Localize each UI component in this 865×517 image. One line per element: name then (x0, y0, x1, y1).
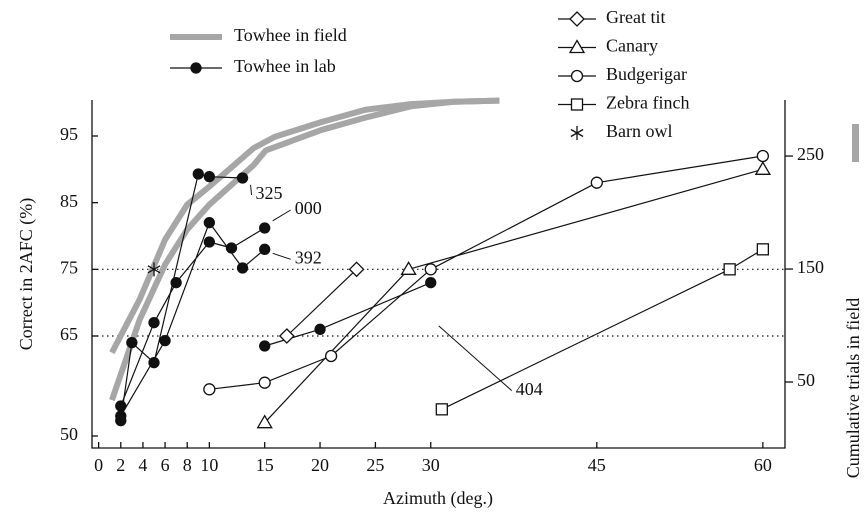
legend-label: Canary (606, 36, 658, 56)
species-point (754, 161, 771, 175)
lab-point (170, 277, 182, 289)
lab-point (203, 217, 215, 229)
species-point (203, 383, 216, 396)
lab-point (148, 317, 160, 329)
x-tick-label: 60 (754, 455, 772, 475)
legend-label: Barn owl (606, 121, 673, 141)
species-point (424, 263, 437, 276)
legend-label: Great tit (606, 7, 665, 27)
lab-line (120, 227, 266, 407)
species-point (435, 403, 448, 416)
species-point (348, 261, 365, 278)
y2-label-swatch (852, 124, 859, 162)
lab-point (236, 262, 249, 274)
y2-tick-label: 150 (797, 257, 824, 277)
species-line (441, 248, 764, 410)
y-tick-label: 50 (60, 424, 78, 444)
x-tick-label: 20 (311, 455, 329, 475)
legend-marker (570, 126, 584, 140)
axis-frame (91, 100, 786, 449)
species-point (278, 328, 295, 344)
x-tick-label: 6 (161, 455, 170, 475)
legend-marker (570, 69, 584, 83)
x-tick-label: 4 (138, 455, 147, 475)
species-line (209, 155, 763, 390)
lab-point (425, 277, 437, 289)
lab-point (259, 243, 271, 255)
legend-label: Towhee in field (234, 25, 347, 45)
x-axis-label: Azimuth (deg.) (383, 488, 493, 509)
legend-marker (569, 11, 585, 27)
field-curve (109, 97, 500, 402)
species-point (756, 149, 770, 163)
label-leader (438, 325, 513, 392)
x-tick-label: 45 (588, 455, 606, 475)
label-leader (272, 252, 291, 260)
species-point (324, 349, 338, 363)
species-point (256, 414, 273, 429)
species-line (264, 168, 764, 424)
lab-point (192, 168, 204, 180)
lab-point (259, 222, 271, 234)
legend-label: Budgerigar (606, 64, 687, 84)
legend-marker (568, 39, 586, 54)
y2-tick-label: 250 (797, 144, 824, 164)
y-axis-label: Correct in 2AFC (%) (16, 198, 37, 350)
x-tick-label: 30 (422, 455, 440, 475)
lab-point (203, 171, 215, 183)
legend-label: Zebra finch (606, 93, 689, 113)
species-point (258, 376, 271, 389)
x-tick-label: 0 (94, 455, 103, 475)
species-point (723, 263, 736, 276)
legend-label: Towhee in lab (234, 56, 336, 76)
x-tick-label: 8 (183, 455, 192, 475)
species-line (286, 268, 357, 337)
y2-axis-label: Cumulative trials in field (843, 298, 863, 478)
legend-marker (190, 62, 202, 74)
x-tick-label: 2 (116, 455, 125, 475)
lab-point (314, 323, 326, 335)
bird-label: 392 (295, 247, 322, 267)
species-point (590, 176, 603, 189)
label-leader (272, 209, 291, 222)
species-point (400, 261, 417, 275)
y-tick-label: 85 (60, 191, 78, 211)
y2-tick-label: 50 (797, 370, 815, 390)
lab-point (159, 335, 171, 347)
label-leader (250, 184, 253, 196)
bird-label: 000 (295, 198, 322, 218)
x-tick-label: 15 (256, 455, 274, 475)
lab-point (236, 172, 249, 184)
bird-label: 404 (516, 379, 543, 399)
lab-point (259, 340, 271, 352)
lab-point (126, 337, 138, 349)
lab-point (148, 357, 160, 369)
y-tick-label: 65 (60, 324, 78, 344)
lab-point (203, 236, 215, 248)
x-tick-label: 25 (366, 455, 384, 475)
bird-label: 325 (256, 183, 283, 203)
x-tick-label: 10 (200, 455, 218, 475)
y-tick-label: 75 (60, 257, 78, 277)
species-point (147, 262, 161, 277)
lab-point (115, 410, 127, 422)
species-point (756, 243, 770, 256)
y-tick-label: 95 (60, 124, 78, 144)
legend-marker (570, 98, 584, 111)
